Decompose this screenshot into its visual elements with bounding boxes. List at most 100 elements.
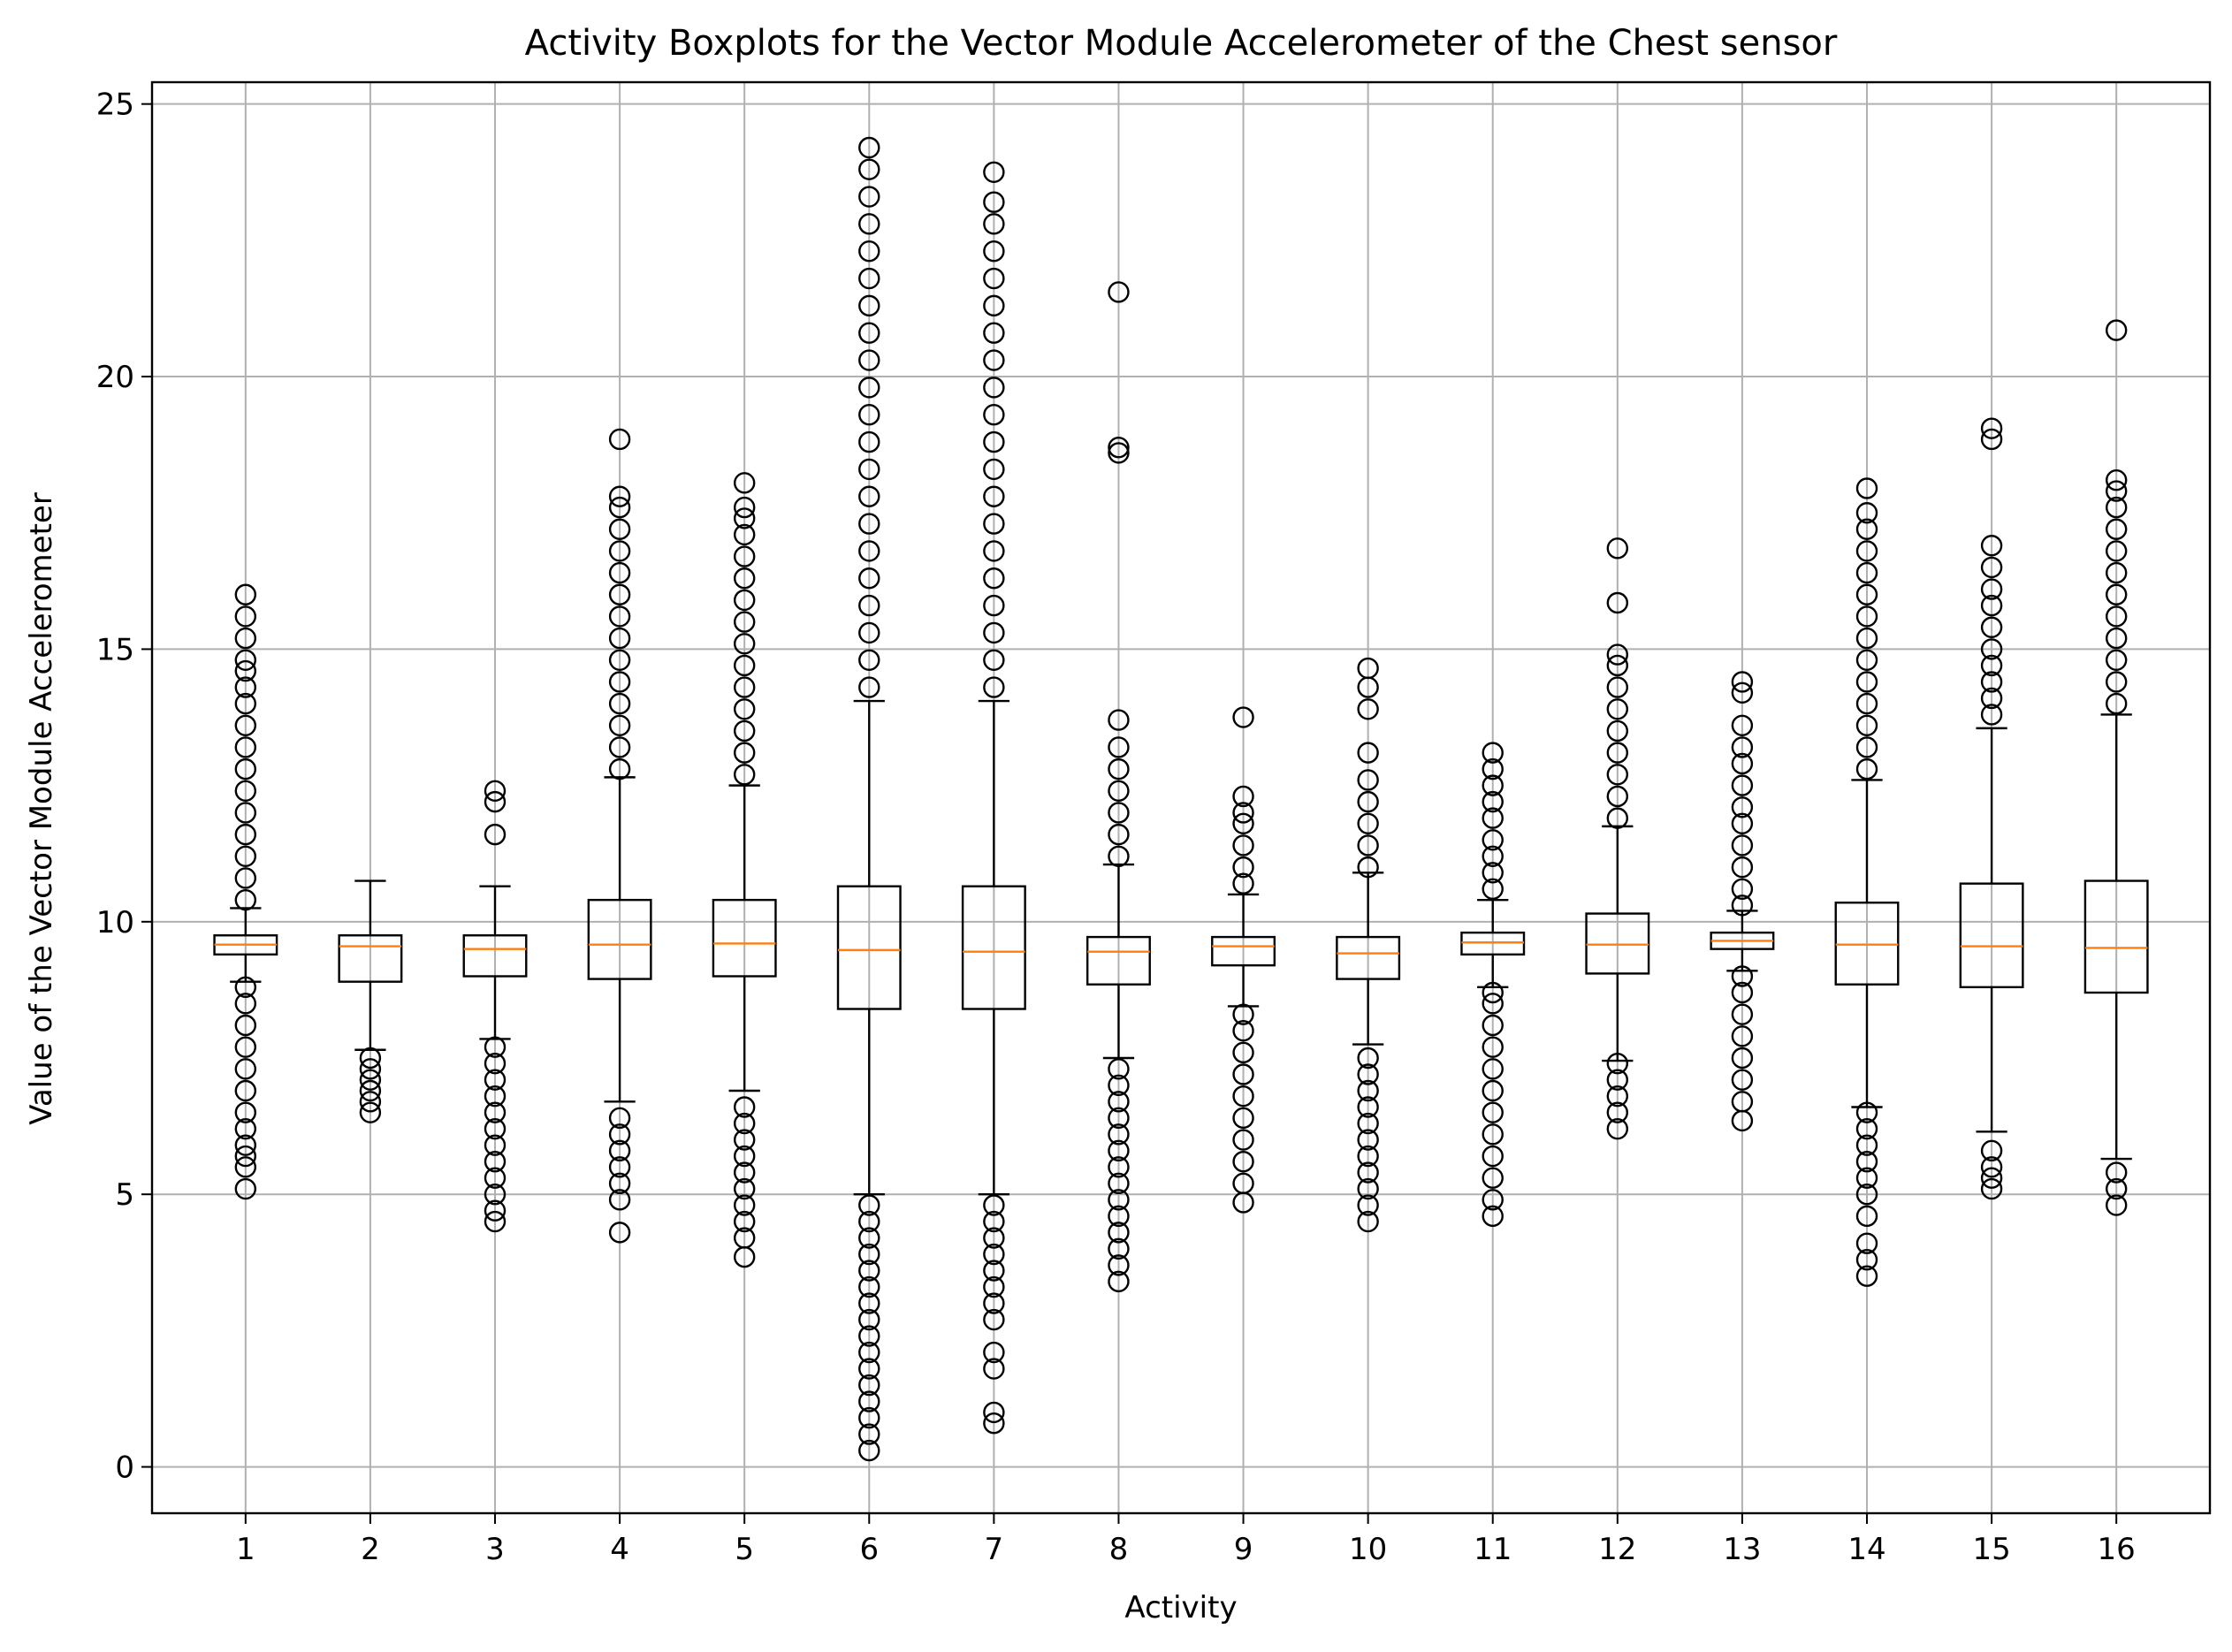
outlier-point <box>1357 1129 1379 1151</box>
outlier-point <box>983 594 1005 617</box>
outlier-point <box>983 240 1005 263</box>
outlier-point <box>234 583 257 605</box>
outlier-point <box>858 649 880 671</box>
outlier-point <box>858 1275 880 1298</box>
outlier-point <box>1855 518 1878 540</box>
outlier-point <box>484 780 507 802</box>
outlier-point <box>983 1358 1005 1380</box>
outlier-point <box>858 1194 880 1216</box>
y-tick-label: 25 <box>96 88 134 123</box>
outlier-point <box>858 404 880 426</box>
outlier-point <box>858 513 880 535</box>
box <box>2083 879 2149 994</box>
outlier-point <box>1357 1112 1379 1135</box>
outlier-point <box>608 1156 631 1178</box>
outlier-point <box>359 1079 382 1102</box>
outlier-point <box>484 1199 507 1222</box>
outlier-point <box>608 1123 631 1146</box>
box-group <box>1710 671 1775 1132</box>
outlier-point <box>1731 752 1754 775</box>
outlier-point <box>733 1145 756 1168</box>
outlier-point <box>858 1227 880 1249</box>
x-tick-label: 15 <box>1972 1532 2010 1567</box>
outlier-point <box>234 993 257 1015</box>
outlier-point <box>733 654 756 677</box>
outlier-point <box>2105 518 2128 540</box>
outlier-point <box>608 583 631 605</box>
outlier-point <box>1606 742 1629 764</box>
x-tick-label: 13 <box>1723 1532 1761 1567</box>
outlier-point <box>1108 802 1130 824</box>
outlier-point <box>733 567 756 590</box>
outlier-point <box>1357 790 1379 813</box>
outlier-point <box>733 1161 756 1184</box>
outlier-point <box>1606 537 1629 560</box>
outlier-point <box>2105 627 2128 650</box>
outlier-point <box>1232 812 1254 834</box>
outlier-point <box>1606 676 1629 698</box>
outlier-point <box>1731 1069 1754 1091</box>
outlier-point <box>484 1167 507 1189</box>
outlier-point <box>1357 1096 1379 1118</box>
outlier-point <box>1606 1069 1629 1091</box>
outlier-point <box>608 736 631 758</box>
box-group <box>712 472 777 1268</box>
outlier-point <box>858 1423 880 1445</box>
y-axis-label: Value of the Vector Module Accelerometer <box>24 492 59 1125</box>
y-tick-label: 0 <box>115 1450 134 1486</box>
outlier-point <box>1108 823 1130 846</box>
outlier-point <box>2105 605 2128 628</box>
outlier-point <box>1482 790 1504 813</box>
outlier-point <box>1606 698 1629 720</box>
box <box>1834 902 1900 986</box>
outlier-point <box>2105 469 2128 491</box>
outlier-point <box>1108 1270 1130 1293</box>
outlier-point <box>1731 834 1754 856</box>
outlier-point <box>983 1243 1005 1266</box>
outlier-point <box>1232 834 1254 856</box>
outlier-point <box>234 692 257 715</box>
box-group <box>1959 417 2024 1200</box>
outlier-point <box>1232 1003 1254 1025</box>
box-group <box>462 780 528 1233</box>
outlier-point <box>1731 981 1754 1004</box>
outlier-point <box>234 1014 257 1037</box>
y-tick-label: 20 <box>96 360 134 395</box>
outlier-point <box>858 458 880 481</box>
outlier-point <box>1232 1172 1254 1195</box>
box <box>1211 935 1276 967</box>
outlier-point <box>2105 480 2128 502</box>
outlier-point <box>1482 845 1504 868</box>
outlier-point <box>484 1052 507 1075</box>
outlier-point <box>1482 1101 1504 1123</box>
outlier-point <box>2105 1161 2128 1184</box>
outlier-point <box>1606 719 1629 742</box>
outlier-point <box>359 1091 382 1113</box>
outlier-point <box>608 692 631 715</box>
outlier-point <box>608 757 631 780</box>
outlier-point <box>2105 1194 2128 1216</box>
outlier-point <box>983 458 1005 481</box>
x-tick-label: 10 <box>1349 1532 1387 1567</box>
outlier-point <box>359 1047 382 1070</box>
outlier-point <box>983 1227 1005 1249</box>
outlier-point <box>733 1112 756 1135</box>
outlier-point <box>1731 714 1754 736</box>
outlier-point <box>983 676 1005 698</box>
outlier-point <box>234 1117 257 1140</box>
outlier-point <box>1357 657 1379 680</box>
outlier-point <box>858 1243 880 1266</box>
box <box>587 898 652 980</box>
outlier-point <box>234 627 257 650</box>
outlier-point <box>733 633 756 655</box>
box <box>1959 882 2024 989</box>
outlier-point <box>359 1058 382 1080</box>
outlier-point <box>608 1139 631 1162</box>
outlier-point <box>1108 1189 1130 1211</box>
outlier-point <box>2105 540 2128 562</box>
outlier-point <box>983 404 1005 426</box>
box-group <box>1460 742 1526 1228</box>
outlier-point <box>2105 1177 2128 1200</box>
x-tick-label: 16 <box>2098 1532 2136 1567</box>
